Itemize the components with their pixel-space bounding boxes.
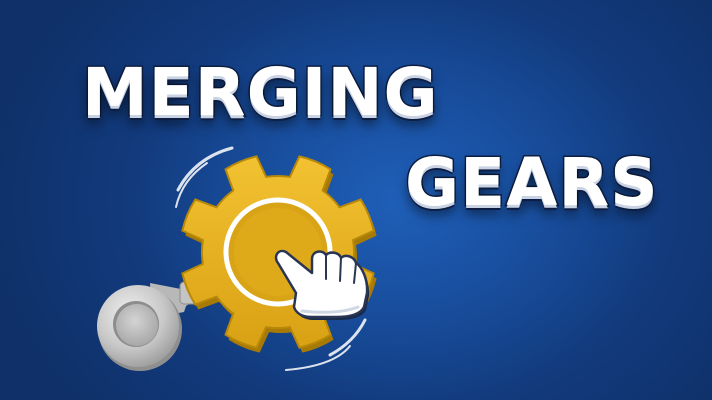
game-title-line1: MERGING — [81, 54, 440, 131]
pointing-hand-icon — [274, 249, 370, 320]
silver-gear-icon — [97, 280, 203, 371]
motion-arc-icon — [175, 146, 367, 371]
game-title-line2: GEARS — [404, 144, 660, 221]
